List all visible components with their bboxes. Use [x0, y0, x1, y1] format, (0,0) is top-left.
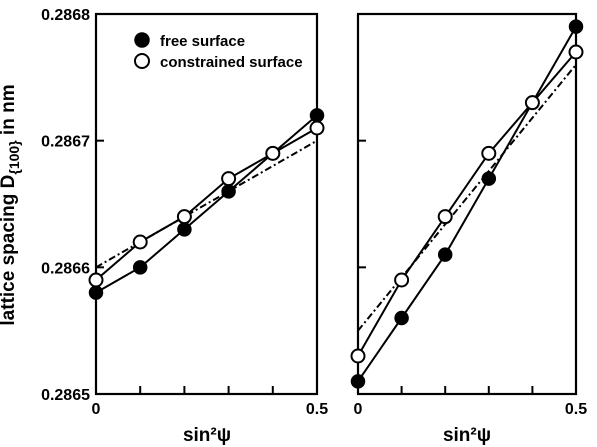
right-constrained-surface-line: [357, 51, 577, 357]
right-free-surface-point-5: [568, 19, 584, 34]
left-free-surface-line: [95, 114, 318, 294]
right-free-surface-point-2: [437, 247, 453, 262]
y-tick-label-2: 0.2867: [41, 134, 90, 151]
left-panel: 0.2865 0.2866 0.2867 0.2868 0 0.5 sin²ψ free …: [41, 7, 328, 446]
right-free-surface-point-3: [481, 171, 497, 186]
right-constrained-surface-point-1: [394, 272, 410, 288]
y-axis-title-group: lattice spacing D{100} in nm: [0, 84, 22, 325]
legend-marker-constrained-surface: [134, 53, 150, 69]
right-panel: 0 0.5 sin²ψ: [350, 12, 588, 446]
right-panel-tick-labels: 0 0.5: [354, 401, 588, 418]
right-free-surface-point-1: [394, 310, 409, 326]
left-constrained-surface-point-5: [309, 120, 325, 136]
left-panel-tick-labels: 0.2865 0.2866 0.2867 0.2868 0 0.5: [41, 7, 328, 418]
left-constrained-surface-point-3: [221, 171, 237, 187]
left-x-axis-label: sin²ψ: [183, 425, 231, 446]
left-free-surface-point-2: [177, 222, 192, 237]
left-panel-plot-area: [88, 108, 325, 300]
left-panel-ticks: [95, 13, 318, 395]
legend-label-free-surface: free surface: [160, 33, 245, 50]
left-constrained-surface-line: [95, 127, 318, 281]
y-tick-label-1: 0.2866: [41, 260, 90, 277]
left-panel-frame: [94, 12, 319, 396]
left-fit-line: [95, 139, 318, 269]
y-tick-label-0: 0.2865: [41, 387, 90, 404]
right-x-axis-label: sin²ψ: [443, 425, 491, 446]
right-panel-frame: [356, 12, 578, 396]
right-free-surface-point-0: [350, 374, 366, 389]
right-constrained-surface-point-2: [437, 209, 453, 225]
y-tick-label-3: 0.2868: [41, 7, 90, 24]
right-fit-line: [357, 64, 577, 332]
left-constrained-surface-point-2: [176, 209, 192, 225]
left-free-surface-point-1: [132, 260, 148, 275]
legend-label-constrained-surface: constrained surface: [160, 54, 303, 71]
legend: free surface constrained surface: [134, 32, 303, 71]
right-constrained-surface-point-0: [350, 348, 366, 364]
right-constrained-surface-point-3: [481, 145, 497, 161]
left-free-surface-point-5: [309, 108, 325, 123]
left-constrained-surface-point-0: [88, 272, 104, 288]
left-constrained-surface-point-4: [265, 145, 281, 161]
left-constrained-surface-point-1: [132, 234, 148, 250]
right-free-surface-line: [357, 26, 577, 382]
right-constrained-surface-point-5: [568, 44, 584, 60]
right-constrained-surface-point-4: [524, 95, 540, 111]
legend-marker-free-surface: [134, 32, 150, 48]
right-panel-plot-area: [350, 19, 584, 389]
left-x-tick-label-0: 0: [92, 401, 101, 418]
right-x-tick-label-0: 0: [354, 401, 363, 418]
y-axis-label: lattice spacing D{100} in nm: [0, 84, 22, 325]
left-x-tick-label-1: 0.5: [306, 401, 328, 418]
right-panel-ticks: [357, 13, 577, 395]
left-free-surface-point-3: [221, 184, 236, 199]
left-free-surface-point-0: [88, 285, 104, 300]
right-x-tick-label-1: 0.5: [565, 401, 587, 418]
